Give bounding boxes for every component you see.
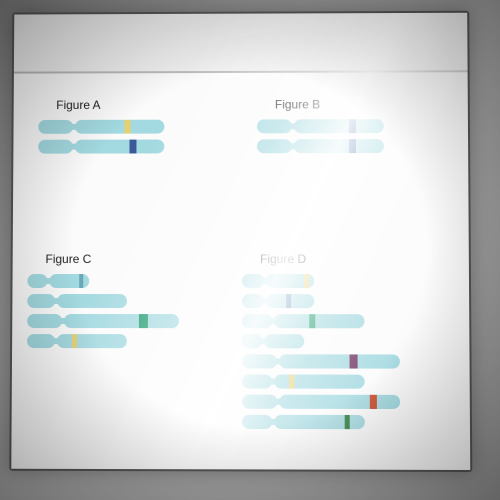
figure-a-label: Figure A [56,98,164,112]
figure-a-chromosomes [38,120,164,154]
chromosome-short-arm [242,354,277,368]
figure-c-label: Figure C [45,252,179,266]
chromosome-band [72,334,77,348]
chromosome-band [125,120,131,134]
chromosome-long-arm [274,314,364,328]
chromosome-long-arm [57,334,127,348]
chromosome-band [139,314,148,328]
figure-c-chromosomes [27,274,179,348]
chromosome-short-arm [38,140,73,154]
chromosome-long-arm [64,314,179,328]
chromosome [27,274,179,288]
chromosome-short-arm [242,274,264,288]
chromosome [242,294,400,308]
chromosome [242,314,400,328]
chromosome-band [79,274,83,288]
chromosome-long-arm [75,140,164,154]
chromosome [242,395,400,409]
chromosome-band [349,119,356,133]
chromosome [27,314,179,328]
content-area: Figure A Figure B Figure C Figure D [11,72,470,470]
chromosome-short-arm [242,314,272,328]
chromosome-short-arm [257,139,292,153]
chromosome [257,139,384,153]
chromosome-long-arm [294,119,384,133]
figure-d-label: Figure D [260,252,399,266]
chromosome-band [370,395,377,409]
chromosome-short-arm [257,119,292,133]
chromosome-short-arm [27,334,55,348]
figure-b: Figure B [257,97,384,159]
chromosome-long-arm [274,374,365,388]
chromosome-band [289,375,294,389]
window-header [14,13,468,74]
chromosome [27,334,179,348]
chromosome-long-arm [274,415,365,429]
chromosome-long-arm [279,354,400,368]
chromosome-band [309,314,315,328]
chromosome-long-arm [57,294,127,308]
figure-b-label: Figure B [275,97,384,111]
chromosome [27,294,179,308]
chromosome [242,374,400,388]
chromosome-short-arm [242,294,264,308]
chromosome [242,274,400,288]
figure-d: Figure D [242,252,400,435]
figure-d-chromosomes [242,274,400,429]
chromosome-long-arm [279,395,400,409]
chromosome-short-arm [27,274,47,288]
chromosome [242,415,400,429]
chromosome [38,140,164,154]
chromosome-long-arm [49,274,89,288]
chromosome-short-arm [38,120,73,134]
monitor-screen: Figure A Figure B Figure C Figure D [9,11,472,472]
chromosome-short-arm [242,374,272,388]
chromosome-short-arm [242,334,262,348]
chromosome-short-arm [27,294,55,308]
chromosome [38,120,164,134]
chromosome-long-arm [266,294,314,308]
chromosome-long-arm [75,120,164,134]
chromosome-short-arm [242,415,272,429]
chromosome-long-arm [294,139,384,153]
chromosome-long-arm [266,274,314,288]
chromosome-short-arm [242,395,277,409]
chromosome [257,119,384,133]
figure-c: Figure C [27,252,179,354]
chromosome-band [129,140,136,154]
chromosome-short-arm [27,314,62,328]
chromosome-band [349,139,356,153]
figure-a: Figure A [38,98,164,160]
chromosome-band [345,415,350,429]
chromosome-band [350,354,358,368]
figure-b-chromosomes [257,119,384,153]
chromosome [242,354,400,368]
chromosome [242,334,400,348]
chromosome-band [286,294,291,308]
chromosome-band [304,274,309,288]
chromosome-long-arm [264,334,304,348]
